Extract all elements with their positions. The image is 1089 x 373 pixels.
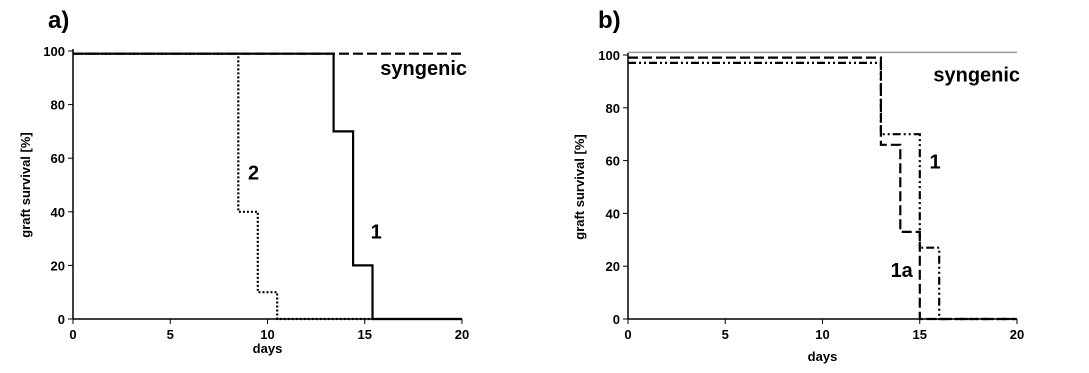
y-tick-label: 20 — [51, 258, 65, 273]
x-tick-label: 5 — [167, 327, 174, 342]
panel-label: a) — [48, 7, 69, 34]
x-axis-title: days — [253, 341, 283, 356]
y-tick-label: 60 — [51, 151, 65, 166]
x-tick-label: 10 — [815, 327, 829, 342]
curve-label: 1 — [371, 222, 382, 244]
chart-panel-a: a) 0 5 10 15 20 0 20 40 60 80 100 days graft survival… — [18, 7, 469, 356]
series-line-2 — [73, 52, 462, 321]
x-tick-label: 15 — [913, 327, 927, 342]
curve-label: 2 — [248, 163, 259, 185]
curve-label: 1a — [891, 260, 914, 282]
curve-label: 1 — [929, 152, 940, 174]
y-tick-label: 0 — [58, 312, 65, 327]
y-axis-title: graft survival [%] — [18, 132, 33, 237]
curve-label: syngenic — [933, 64, 1020, 86]
series-line-1a — [628, 56, 1017, 321]
y-tick-label: 0 — [613, 312, 620, 327]
y-tick-label: 20 — [606, 259, 620, 274]
y-tick-label: 40 — [51, 205, 65, 220]
x-tick-label: 20 — [1010, 327, 1024, 342]
x-tick-label: 5 — [722, 327, 729, 342]
y-tick-label: 100 — [598, 48, 620, 63]
series-line-1 — [73, 52, 462, 321]
x-tick-label: 20 — [455, 327, 469, 342]
panel-label: b) — [598, 7, 621, 34]
chart-panel-b: b) 0 5 10 15 20 0 20 40 60 80 100 days graft survival… — [572, 7, 1024, 364]
y-tick-label: 80 — [51, 98, 65, 113]
y-tick-label: 40 — [606, 206, 620, 221]
y-tick-label: 60 — [606, 154, 620, 169]
x-axis-title: days — [808, 349, 838, 364]
y-axis-title: graft survival [%] — [572, 134, 587, 239]
series-line-1 — [628, 61, 1017, 321]
y-tick-label: 80 — [606, 101, 620, 116]
y-tick-label: 100 — [43, 44, 65, 59]
curve-label: syngenic — [380, 58, 467, 80]
x-tick-label: 0 — [69, 327, 76, 342]
x-tick-label: 10 — [260, 327, 274, 342]
x-tick-label: 15 — [358, 327, 372, 342]
x-tick-label: 0 — [624, 327, 631, 342]
